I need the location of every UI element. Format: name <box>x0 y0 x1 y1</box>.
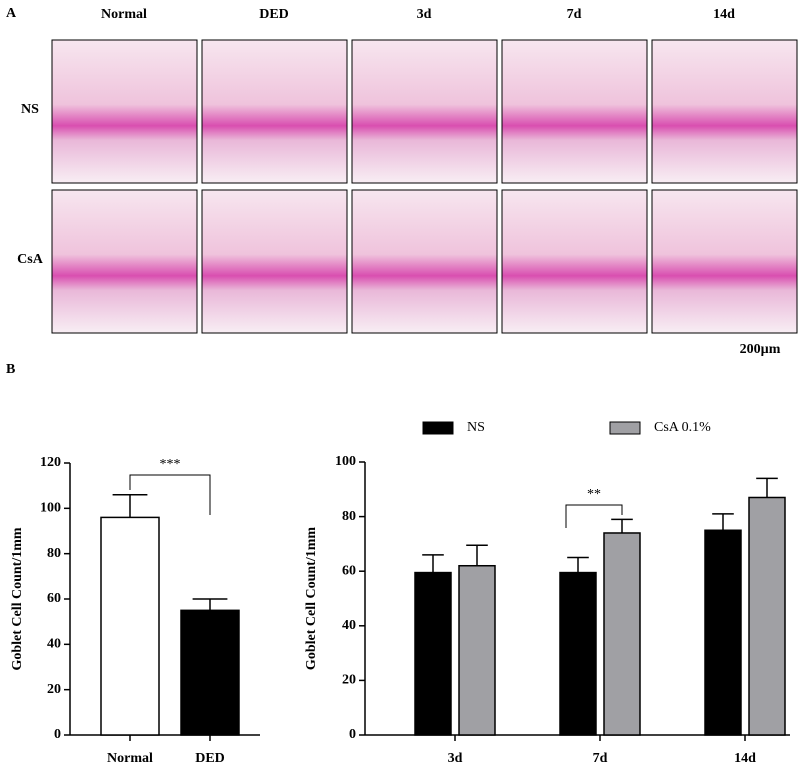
legend-swatch <box>609 421 641 435</box>
column-label: 7d <box>567 7 582 22</box>
column-label: 3d <box>417 7 432 22</box>
histology-image <box>351 39 498 184</box>
histology-image <box>501 189 648 334</box>
y-tick-label: 40 <box>342 618 356 633</box>
bar <box>704 529 742 736</box>
x-tick-label: Normal <box>107 751 153 766</box>
y-tick-label: 20 <box>342 673 356 688</box>
y-tick-label: 60 <box>47 591 61 606</box>
bar <box>458 564 496 736</box>
legend-label: NS <box>467 420 485 435</box>
histology-image <box>651 189 798 334</box>
row-label: CsA <box>17 252 44 267</box>
histology-image <box>201 189 348 334</box>
bar <box>414 571 452 736</box>
histology-image <box>201 39 348 184</box>
legend-label: CsA 0.1% <box>654 420 711 435</box>
significance-label: *** <box>160 457 181 472</box>
histology-image <box>651 39 798 184</box>
y-tick-label: 60 <box>342 563 356 578</box>
y-tick-label: 100 <box>335 454 356 469</box>
histology-image <box>351 189 498 334</box>
y-tick-label: 100 <box>40 501 61 516</box>
x-tick-label: 3d <box>448 751 463 766</box>
y-tick-label: 120 <box>40 455 61 470</box>
y-axis-label: Goblet Cell Count/1mm <box>10 527 25 670</box>
bar <box>180 609 240 736</box>
column-label: DED <box>259 7 289 22</box>
histology-image <box>51 189 198 334</box>
y-tick-label: 80 <box>47 546 61 561</box>
significance-bracket <box>565 504 623 528</box>
bar <box>559 571 597 736</box>
scale-bar-label: 200µm <box>740 342 781 357</box>
y-tick-label: 80 <box>342 509 356 524</box>
x-tick-label: 7d <box>593 751 608 766</box>
bar <box>748 496 786 736</box>
y-tick-label: 0 <box>349 727 356 742</box>
bar <box>100 516 160 736</box>
y-tick-label: 0 <box>54 727 61 742</box>
panel-label: B <box>6 362 15 377</box>
column-label: 14d <box>713 7 735 22</box>
histology-image <box>51 39 198 184</box>
histology-image <box>501 39 648 184</box>
significance-bracket <box>129 474 211 515</box>
panel-label: A <box>6 6 17 21</box>
column-label: Normal <box>101 7 147 22</box>
y-axis-label: Goblet Cell Count/1mm <box>304 527 319 670</box>
significance-label: ** <box>587 487 601 502</box>
legend-swatch <box>422 421 454 435</box>
row-label: NS <box>21 102 39 117</box>
x-tick-label: DED <box>195 751 225 766</box>
y-tick-label: 20 <box>47 682 61 697</box>
y-tick-label: 40 <box>47 637 61 652</box>
bar <box>603 532 641 736</box>
x-tick-label: 14d <box>734 751 756 766</box>
